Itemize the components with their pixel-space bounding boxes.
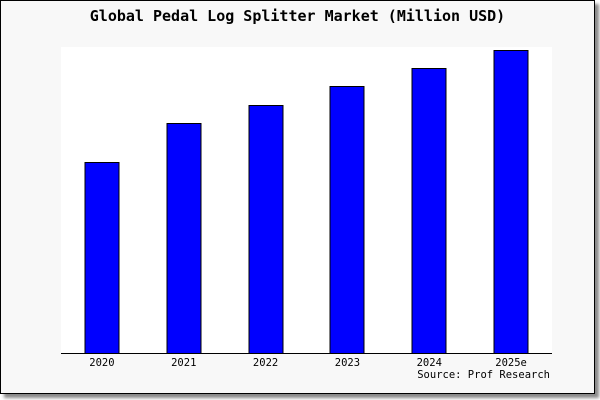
- bar-2025e: [493, 50, 529, 353]
- x-tick-label-2023: 2023: [334, 357, 361, 369]
- chart-title: Global Pedal Log Splitter Market (Millio…: [89, 7, 506, 25]
- x-axis-tick-labels: 2020 2021 2022 2023 2024 2025e: [61, 357, 552, 371]
- x-tick-label-2024: 2024: [416, 357, 442, 369]
- bar-2021: [166, 122, 202, 353]
- x-tick-label-2021: 2021: [171, 357, 197, 369]
- bar-2023: [329, 86, 365, 353]
- source-attribution: Source: Prof Research: [417, 369, 550, 381]
- bar-2022: [248, 104, 284, 353]
- x-tick-label-2022: 2022: [252, 357, 279, 369]
- x-tick-label-2025e: 2025e: [495, 357, 527, 369]
- bar-2024: [411, 68, 447, 353]
- plot-area: [61, 47, 552, 354]
- bar-2020: [84, 162, 120, 353]
- x-tick-label-2020: 2020: [89, 357, 115, 369]
- chart-frame: Global Pedal Log Splitter Market (Millio…: [0, 0, 595, 394]
